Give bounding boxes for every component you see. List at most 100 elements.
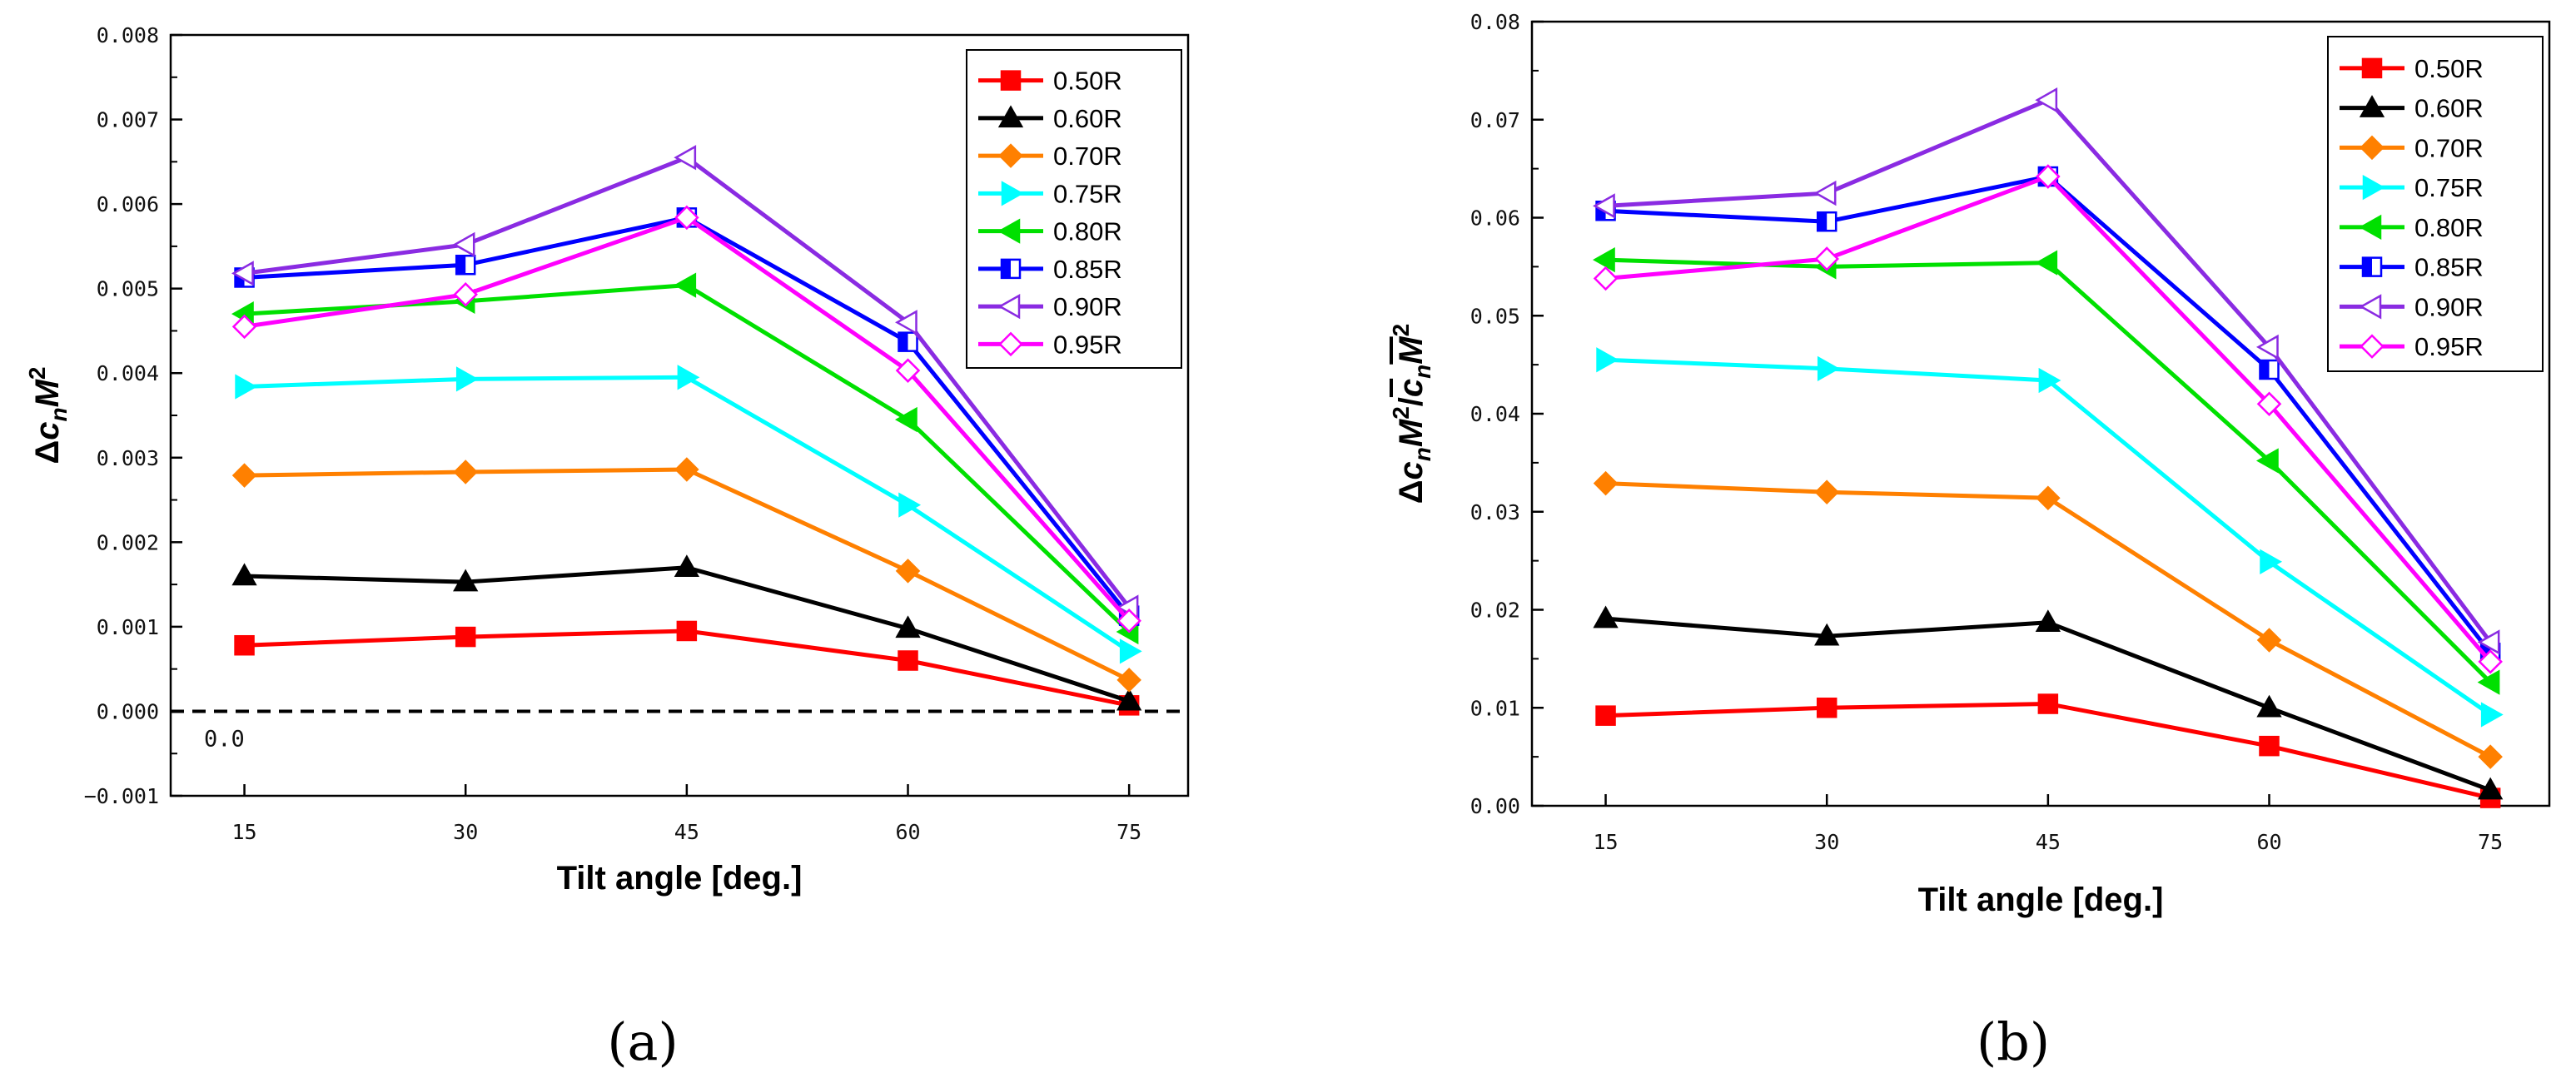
data-point-0.50R-45	[2037, 693, 2059, 714]
legend-marker-0.50R	[2361, 57, 2383, 79]
data-point-0.90R-60	[2255, 334, 2279, 360]
x-axis-title: Tilt angle [deg.]	[1918, 882, 2164, 918]
data-point-0.60R-60	[2256, 694, 2282, 718]
x-tick-label: 45	[674, 820, 699, 844]
legend-item-0.75R: 0.75R	[2340, 173, 2484, 202]
data-point-0.90R-30	[1813, 180, 1837, 206]
legend-marker-0.85R	[2361, 256, 2383, 277]
data-point-0.90R-45	[2035, 87, 2058, 113]
legend-label: 0.90R	[2414, 292, 2484, 321]
data-point-0.90R-15	[231, 261, 254, 286]
data-point-0.95R-15	[231, 314, 257, 340]
y-axis-title: ΔcnM2	[24, 366, 72, 464]
legend-item-0.80R: 0.80R	[978, 217, 1122, 246]
y-tick-label: 0.04	[1470, 402, 1520, 426]
x-tick-label: 60	[2256, 830, 2281, 854]
data-point-0.80R-45	[2035, 250, 2058, 276]
legend-box	[966, 49, 1182, 369]
legend-item-0.60R: 0.60R	[978, 104, 1122, 133]
data-point-0.70R-15	[1593, 470, 1619, 496]
legend: 0.50R 0.60R 0.70R 0.75R 0.80R 0.85R 0.90R 0.95R	[966, 49, 1182, 369]
data-point-0.60R-30	[453, 569, 479, 592]
y-tick-label: 0.08	[1470, 10, 1520, 34]
y-tick-label: 0.005	[97, 277, 159, 301]
y-tick-label: 0.07	[1470, 108, 1520, 132]
legend-marker-0.60R	[997, 105, 1024, 128]
data-point-0.85R-60	[2259, 359, 2280, 380]
data-point-0.60R-75	[1116, 688, 1142, 711]
series-0.50R	[1595, 693, 2501, 808]
data-point-0.75R-60	[2260, 549, 2283, 574]
legend-label: 0.85R	[2414, 253, 2484, 282]
x-tick-label: 45	[2036, 830, 2061, 854]
data-point-0.90R-60	[894, 310, 918, 335]
data-point-0.85R-75-fill	[2481, 643, 2491, 663]
data-point-0.95R-30	[1814, 246, 1839, 271]
y-tick-label: 0.003	[97, 446, 159, 470]
legend-marker-0.90R	[2359, 294, 2382, 320]
legend-label: 0.50R	[1053, 67, 1122, 96]
data-point-0.75R-75	[1119, 638, 1142, 664]
axis-ticks: 0.00 0.01 0.02 0.03 0.04 0.05 0.06 0.07 0.08 15 30…	[1470, 10, 2503, 854]
x-tick-label: 30	[1814, 830, 1839, 854]
data-point-0.90R-75	[2477, 629, 2500, 655]
y-tick-label: 0.03	[1470, 500, 1520, 524]
y-tick-label: 0.00	[1470, 794, 1520, 818]
series-0.90R	[231, 145, 1139, 620]
y-tick-label: 0.007	[97, 108, 159, 132]
data-point-0.85R-60	[898, 331, 918, 352]
data-point-0.85R-30-fill	[1818, 212, 1828, 231]
y-axis-title-sub-mean: n	[1410, 365, 1435, 379]
y-tick-label: 0.000	[97, 699, 159, 723]
y-axis-title-slash: /	[1393, 397, 1430, 406]
data-point-0.95R-45	[2036, 164, 2061, 189]
data-point-0.75R-75	[2480, 702, 2504, 728]
data-point-0.95R-60	[2256, 391, 2282, 416]
data-point-0.75R-30	[455, 366, 479, 392]
legend-item-0.60R: 0.60R	[2340, 94, 2484, 123]
data-point-0.95R-75	[1116, 609, 1141, 633]
data-point-0.95R-15	[1593, 266, 1619, 291]
y-tick-label: 0.006	[97, 192, 159, 216]
data-point-0.80R-75	[2477, 669, 2500, 695]
series-0.60R	[1593, 605, 2504, 800]
legend-marker-0.90R	[997, 293, 1021, 320]
legend-label: 0.90R	[1053, 292, 1122, 321]
legend-item-0.85R: 0.85R	[2340, 253, 2484, 282]
legend-label: 0.75R	[2414, 173, 2484, 202]
series-0.60R	[231, 554, 1142, 711]
y-axis-title-c: c	[1393, 461, 1430, 479]
data-point-0.70R-30	[1814, 479, 1839, 504]
y-tick-label: 0.01	[1470, 696, 1520, 720]
legend-marker-0.80R	[997, 218, 1021, 244]
legend-label: 0.95R	[1053, 330, 1122, 359]
legend-marker-0.70R	[998, 143, 1023, 168]
series-layer	[231, 145, 1142, 716]
y-tick-label: 0.004	[97, 361, 159, 385]
y-tick-label: −0.001	[84, 784, 159, 808]
legend-marker-0.95R	[2360, 334, 2385, 359]
y-axis-title-m-mean: M	[1393, 335, 1430, 365]
x-tick-label: 30	[453, 820, 478, 844]
legend-label: 0.70R	[2414, 133, 2484, 162]
legend-marker-0.75R	[2362, 174, 2385, 201]
y-tick-label: 0.008	[97, 23, 159, 47]
data-point-0.70R-30	[453, 460, 478, 484]
reference-layer: 0.0	[171, 709, 1188, 752]
data-point-0.60R-45	[2035, 609, 2061, 633]
legend-item-0.95R: 0.95R	[2340, 332, 2484, 361]
legend-marker-0.85R-fill	[2363, 257, 2372, 276]
legend-item-0.75R: 0.75R	[978, 179, 1122, 208]
legend-label: 0.50R	[2414, 54, 2484, 83]
panel-label-b: (b)	[1977, 1011, 2050, 1072]
data-point-0.60R-30	[1814, 623, 1840, 646]
legend-marker-0.75R	[1001, 181, 1024, 206]
series-0.90R	[1593, 87, 2500, 655]
x-tick-label: 60	[895, 820, 920, 844]
data-point-0.50R-60	[898, 650, 918, 671]
legend-item-0.90R: 0.90R	[2340, 292, 2484, 321]
data-point-0.60R-15	[1593, 605, 1619, 628]
legend-item-0.95R: 0.95R	[978, 330, 1122, 359]
data-point-0.80R-60	[2255, 448, 2279, 474]
